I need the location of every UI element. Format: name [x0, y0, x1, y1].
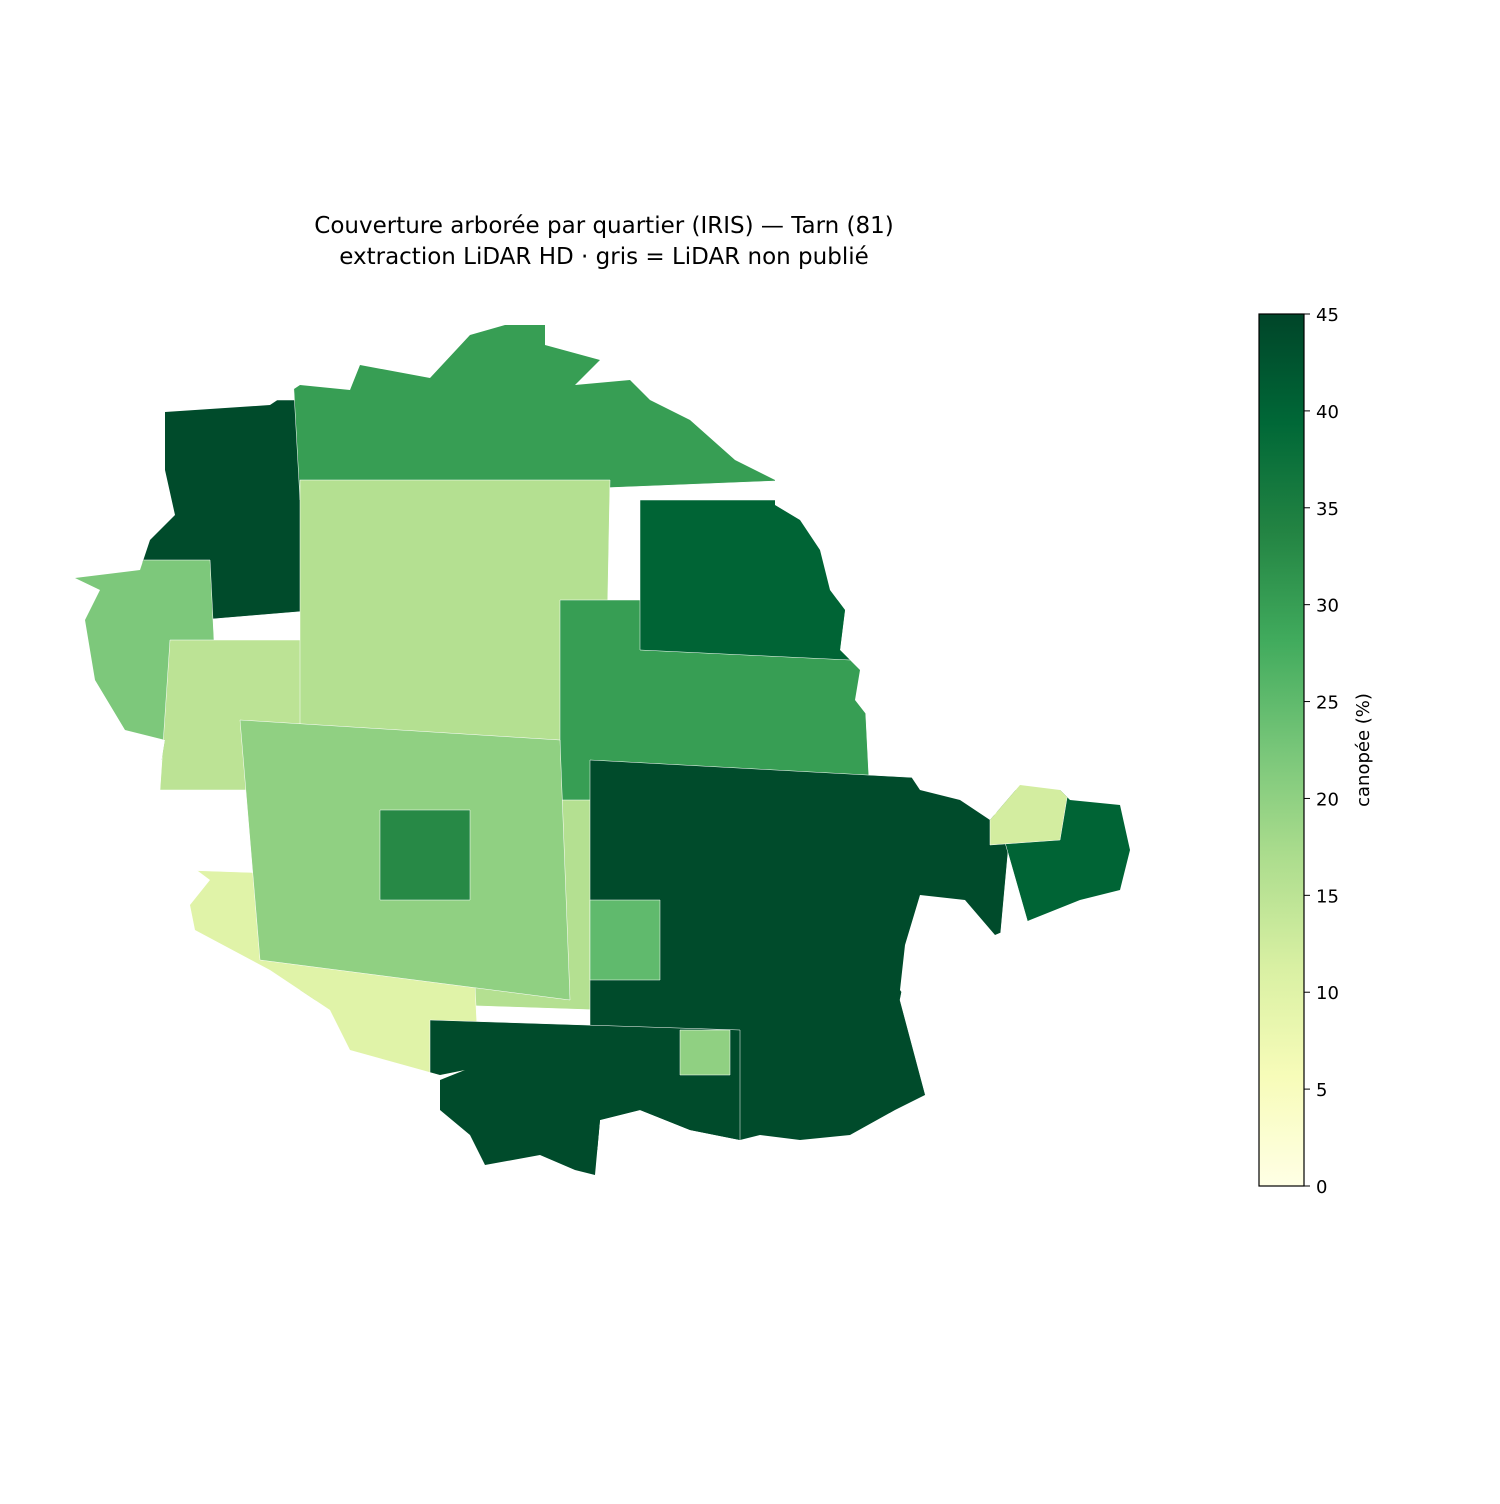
region — [989, 779, 1071, 846]
map-title: Couverture arborée par quartier (IRIS) —… — [314, 213, 893, 239]
region — [289, 325, 801, 501]
colorbar-tick-label: 20 — [1316, 789, 1339, 810]
region — [679, 1029, 731, 1076]
colorbar-tick-label: 10 — [1316, 983, 1339, 1004]
region — [379, 809, 471, 901]
colorbar-label: canopée (%) — [1353, 693, 1374, 807]
colorbar-gradient — [1258, 313, 1305, 1187]
colorbar-tick-label: 45 — [1316, 305, 1339, 326]
region — [589, 899, 661, 981]
colorbar-tick-label: 5 — [1316, 1080, 1327, 1101]
colorbar-tick-label: 30 — [1316, 596, 1339, 617]
colorbar-tick-label: 35 — [1316, 499, 1339, 520]
colorbar-tick-label: 0 — [1316, 1177, 1327, 1198]
colorbar-tick-label: 40 — [1316, 402, 1339, 423]
colorbar-tick-label: 25 — [1316, 693, 1339, 714]
map-subtitle: extraction LiDAR HD · gris = LiDAR non p… — [339, 244, 869, 270]
region — [639, 499, 851, 661]
colorbar: 0 5 10 15 20 25 30 35 40 45 — [1258, 305, 1339, 1198]
colorbar-tick-label: 15 — [1316, 886, 1339, 907]
regions — [75, 325, 1130, 1175]
